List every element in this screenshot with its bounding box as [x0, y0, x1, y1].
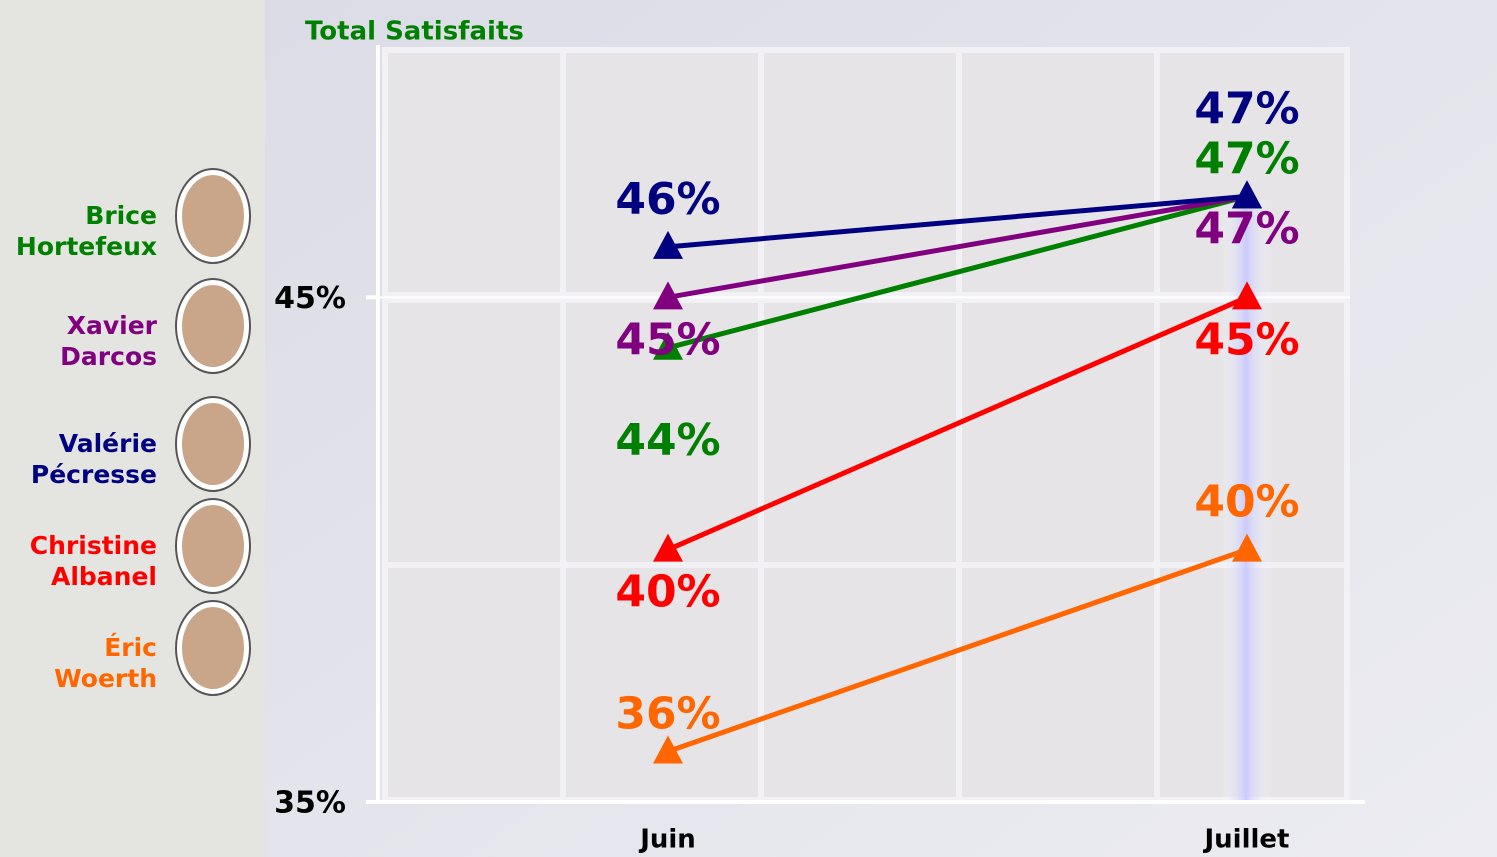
legend-entry: Éric Woerth: [54, 633, 157, 693]
series-line: [667, 193, 1248, 351]
y-tick-label: 35%: [274, 786, 346, 821]
value-label: 47%: [1194, 203, 1299, 254]
legend-photo-face: [182, 285, 244, 367]
legend-entry: Xavier Darcos: [60, 311, 157, 371]
legend-entry: Christine Albanel: [29, 531, 157, 591]
value-label: 45%: [615, 314, 720, 365]
point-marker: [653, 331, 683, 360]
value-label: 47%: [1194, 83, 1299, 134]
y-tick-label: 45%: [274, 281, 346, 316]
legend-photo-face: [182, 175, 244, 257]
value-label: 47%: [1194, 133, 1299, 184]
point-marker: [1232, 281, 1262, 310]
series-line: [667, 193, 1248, 300]
value-label: 46%: [615, 174, 720, 225]
value-label: 40%: [1194, 477, 1299, 528]
x-tick-label: Juin: [638, 825, 696, 855]
legend-photo-face: [182, 403, 244, 485]
series-line: [667, 547, 1248, 754]
x-tick-label: Juillet: [1203, 825, 1290, 855]
chart-title: Total Satisfaits: [305, 17, 524, 47]
photo-grid: [382, 47, 1350, 803]
value-label: 40%: [615, 567, 720, 618]
legend-entry: Brice Hortefeux: [15, 201, 157, 261]
series-line: [667, 193, 1248, 250]
value-label: 45%: [1194, 314, 1299, 365]
series-line: [667, 295, 1248, 552]
value-label: 36%: [615, 689, 720, 740]
value-label: 44%: [615, 415, 720, 466]
point-marker: [1232, 533, 1262, 562]
legend-photo-face: [182, 505, 244, 587]
point-marker: [653, 281, 683, 310]
point-marker: [653, 230, 683, 259]
point-marker: [653, 533, 683, 562]
point-marker: [653, 735, 683, 764]
legend-photo-face: [182, 607, 244, 689]
point-marker: [1232, 180, 1262, 209]
legend-entry: Valérie Pécresse: [30, 429, 157, 489]
